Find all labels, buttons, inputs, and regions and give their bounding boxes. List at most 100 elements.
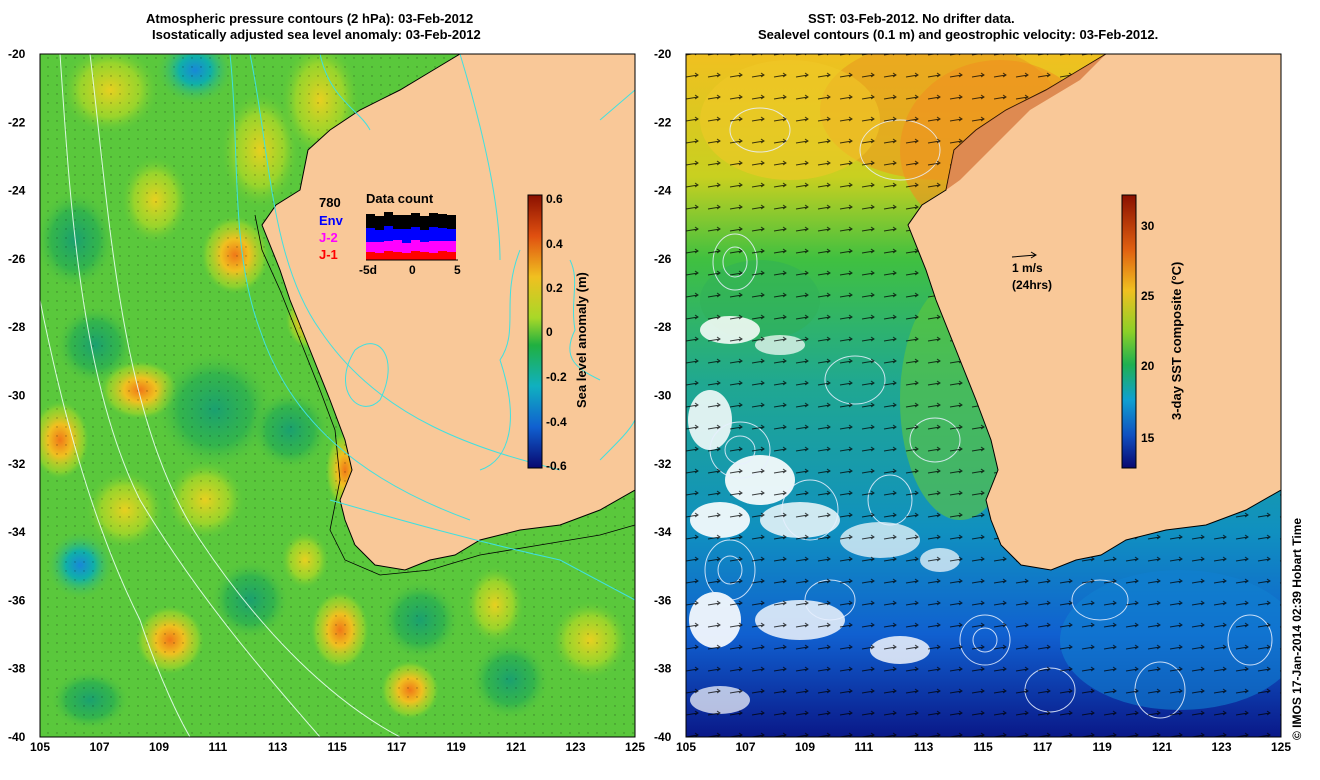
- data-count-bar: [411, 227, 420, 240]
- longitude-tick-label: 107: [736, 740, 756, 754]
- latitude-tick-label: -32: [654, 457, 672, 471]
- axis-ticks: -20 -22 -24 -26 -28 -30 -32 -34 -36 -38 -40 105 107 1…: [8, 47, 1291, 754]
- longitude-tick-label: 123: [1212, 740, 1232, 754]
- data-count-bar: [438, 214, 447, 228]
- velocity-scale-label: 1 m/s: [1012, 261, 1043, 275]
- data-count-inset: Data count 780 Env J-2 J-1 -5d 0 5: [319, 191, 461, 277]
- longitude-tick-label: 125: [1271, 740, 1291, 754]
- latitude-tick-label: -24: [654, 184, 672, 198]
- sla-cb-tick: -0.4: [546, 415, 567, 429]
- velocity-scale-sublabel: (24hrs): [1012, 278, 1052, 292]
- data-count-bar: [411, 213, 420, 227]
- latitude-tick-label: -40: [8, 730, 26, 744]
- latitude-tick-label: -20: [654, 47, 672, 61]
- data-count-bar: [393, 229, 402, 240]
- latitude-tick-label: -22: [654, 115, 672, 129]
- data-count-bar: [438, 251, 447, 260]
- data-count-bar: [420, 216, 429, 230]
- left-panel-title-line1: Atmospheric pressure contours (2 hPa): 0…: [146, 11, 474, 26]
- data-count-bar: [438, 228, 447, 241]
- longitude-tick-label: 123: [566, 740, 586, 754]
- latitude-tick-label: -38: [8, 662, 26, 676]
- data-count-bar: [384, 212, 393, 226]
- data-count-bar: [429, 253, 438, 260]
- data-count-bar: [429, 241, 438, 253]
- latitude-tick-label: -30: [654, 389, 672, 403]
- data-count-overlay: 780: [319, 195, 341, 210]
- data-count-bar: [429, 227, 438, 241]
- latitude-tick-label: -26: [654, 252, 672, 266]
- sst-cb-tick: 20: [1141, 359, 1155, 373]
- data-count-axis-mid: 0: [409, 263, 416, 277]
- latitude-tick-label: -32: [8, 457, 26, 471]
- sla-cb-tick: -0.2: [546, 370, 567, 384]
- longitude-tick-label: 119: [1093, 740, 1113, 754]
- data-count-bar: [447, 252, 456, 260]
- sla-cb-tick: -0.6: [546, 459, 567, 473]
- data-count-series-env: Env: [319, 213, 344, 228]
- velocity-scale: 1 m/s (24hrs): [1011, 251, 1052, 292]
- longitude-tick-label: 107: [90, 740, 110, 754]
- pressure-contours: [229, 54, 635, 601]
- longitude-tick-label: 105: [676, 740, 696, 754]
- data-count-bar: [420, 242, 429, 252]
- longitude-tick-label: 117: [1033, 740, 1053, 754]
- data-count-bar: [420, 230, 429, 242]
- longitude-tick-label: 111: [209, 740, 228, 754]
- data-count-bar: [447, 241, 456, 252]
- latitude-tick-label: -20: [8, 47, 26, 61]
- sla-colorbar-label: Sea level anomaly (m): [574, 272, 589, 408]
- latitude-tick-label: -40: [654, 730, 672, 744]
- velocity-scale-arrow-icon: [1011, 251, 1037, 259]
- data-count-bar: [393, 215, 402, 229]
- data-count-bar: [375, 242, 384, 253]
- sla-cb-tick: 0.2: [546, 281, 563, 295]
- data-count-bar: [393, 252, 402, 260]
- data-count-bar: [402, 243, 411, 253]
- latitude-tick-label: -38: [654, 662, 672, 676]
- data-count-series-j2: J-2: [319, 230, 338, 245]
- data-count-bar: [402, 229, 411, 243]
- longitude-tick-label: 121: [1152, 740, 1172, 754]
- sla-cb-tick: 0.6: [546, 192, 563, 206]
- latitude-tick-label: -28: [654, 320, 672, 334]
- latitude-tick-label: -26: [8, 252, 26, 266]
- latitude-tick-label: -24: [8, 184, 26, 198]
- latitude-tick-label: -22: [8, 115, 26, 129]
- right-panel-title-line1: SST: 03-Feb-2012. No drifter data.: [808, 11, 1015, 26]
- sla-cb-tick: 0.4: [546, 237, 563, 251]
- right-panel-title-line2: Sealevel contours (0.1 m) and geostrophi…: [758, 27, 1159, 42]
- longitude-tick-label: 121: [506, 740, 526, 754]
- data-count-bar: [447, 215, 456, 229]
- data-count-bar: [447, 229, 456, 241]
- right-map-frame: [685, 53, 1282, 738]
- longitude-tick-label: 105: [30, 740, 50, 754]
- data-count-bar: [366, 242, 375, 252]
- data-count-bar: [402, 253, 411, 260]
- data-count-bar: [411, 251, 420, 260]
- longitude-tick-label: 113: [268, 740, 288, 754]
- latitude-tick-label: -28: [8, 320, 26, 334]
- longitude-tick-label: 109: [795, 740, 815, 754]
- sst-colorbar-label: 3-day SST composite (°C): [1169, 262, 1184, 420]
- latitude-tick-label: -30: [8, 389, 26, 403]
- credit-text: © IMOS 17-Jan-2014 02:39 Hobart Time: [1290, 517, 1304, 740]
- sst-map: [686, 54, 1281, 737]
- sla-colorbar: 0.6 0.4 0.2 0 -0.2 -0.4 -0.6 Sea level a…: [527, 192, 589, 473]
- data-count-bar: [402, 215, 411, 229]
- data-count-bar: [384, 251, 393, 260]
- data-count-axis-end: 5: [454, 263, 461, 277]
- data-count-bar: [438, 241, 447, 251]
- sla-map: [40, 54, 635, 737]
- sst-cb-tick: 25: [1141, 289, 1155, 303]
- left-panel-title-line2: Isostatically adjusted sea level anomaly…: [152, 27, 481, 42]
- data-count-axis-start: -5d: [359, 263, 377, 277]
- longitude-tick-label: 113: [914, 740, 934, 754]
- data-count-bar: [366, 252, 375, 260]
- data-count-bar: [366, 214, 375, 228]
- data-count-series-j1: J-1: [319, 247, 338, 262]
- longitude-tick-label: 109: [149, 740, 169, 754]
- data-count-bar: [384, 241, 393, 251]
- latitude-tick-label: -34: [654, 525, 672, 539]
- latitude-tick-label: -36: [8, 593, 26, 607]
